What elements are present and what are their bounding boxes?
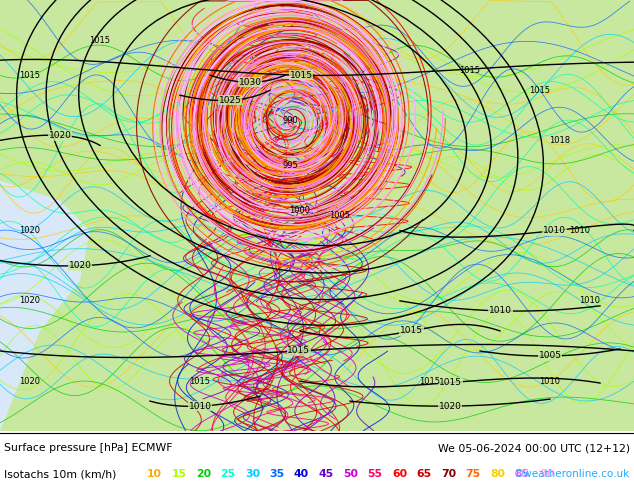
Circle shape	[210, 10, 370, 171]
Text: Surface pressure [hPa] ECMWF: Surface pressure [hPa] ECMWF	[4, 443, 172, 453]
Polygon shape	[0, 180, 90, 431]
Text: 40: 40	[294, 469, 309, 479]
Text: 50: 50	[343, 469, 358, 479]
Text: 1010: 1010	[569, 226, 590, 235]
Text: 1015: 1015	[190, 376, 210, 386]
Text: 1010: 1010	[540, 376, 560, 386]
Text: 15: 15	[172, 469, 186, 479]
Text: 35: 35	[269, 469, 285, 479]
Text: 1015: 1015	[439, 378, 462, 387]
Text: 1020: 1020	[69, 261, 92, 270]
Text: 90: 90	[539, 469, 554, 479]
Text: 25: 25	[221, 469, 236, 479]
Text: 1010: 1010	[189, 402, 212, 411]
Text: 1015: 1015	[420, 376, 441, 386]
Text: 55: 55	[368, 469, 382, 479]
Text: 1020: 1020	[439, 402, 462, 411]
Text: 1010: 1010	[543, 226, 566, 235]
Text: 1015: 1015	[460, 66, 481, 74]
Text: 1015: 1015	[529, 86, 550, 95]
Text: 1020: 1020	[20, 226, 41, 235]
Text: 1000: 1000	[290, 206, 311, 215]
Text: 45: 45	[318, 469, 333, 479]
Text: Isotachs 10m (km/h): Isotachs 10m (km/h)	[4, 469, 117, 479]
Text: 70: 70	[441, 469, 456, 479]
Text: 1015: 1015	[20, 71, 41, 80]
Text: 1015: 1015	[89, 36, 110, 45]
Text: 1005: 1005	[539, 351, 562, 361]
Text: 30: 30	[245, 469, 260, 479]
Text: 75: 75	[465, 469, 481, 479]
Text: 20: 20	[196, 469, 211, 479]
Text: 1015: 1015	[287, 346, 311, 355]
Text: 10: 10	[147, 469, 162, 479]
Text: 1018: 1018	[550, 136, 571, 145]
Text: 1020: 1020	[20, 376, 41, 386]
Text: 1020: 1020	[49, 131, 72, 140]
Text: 1010: 1010	[579, 296, 600, 305]
Text: 65: 65	[417, 469, 432, 479]
Text: ©weatheronline.co.uk: ©weatheronline.co.uk	[514, 469, 630, 479]
Text: 1015: 1015	[400, 326, 423, 335]
Text: 990: 990	[282, 116, 298, 125]
Text: 1030: 1030	[238, 78, 262, 87]
Text: 60: 60	[392, 469, 407, 479]
Text: 1005: 1005	[330, 211, 351, 220]
Text: 995: 995	[282, 161, 298, 170]
Text: 1015: 1015	[290, 71, 313, 80]
Text: 80: 80	[490, 469, 505, 479]
Text: 1025: 1025	[219, 96, 242, 105]
Text: We 05-06-2024 00:00 UTC (12+12): We 05-06-2024 00:00 UTC (12+12)	[438, 443, 630, 453]
Text: 1020: 1020	[20, 296, 41, 305]
Text: 85: 85	[515, 469, 529, 479]
Text: 1010: 1010	[489, 306, 512, 316]
